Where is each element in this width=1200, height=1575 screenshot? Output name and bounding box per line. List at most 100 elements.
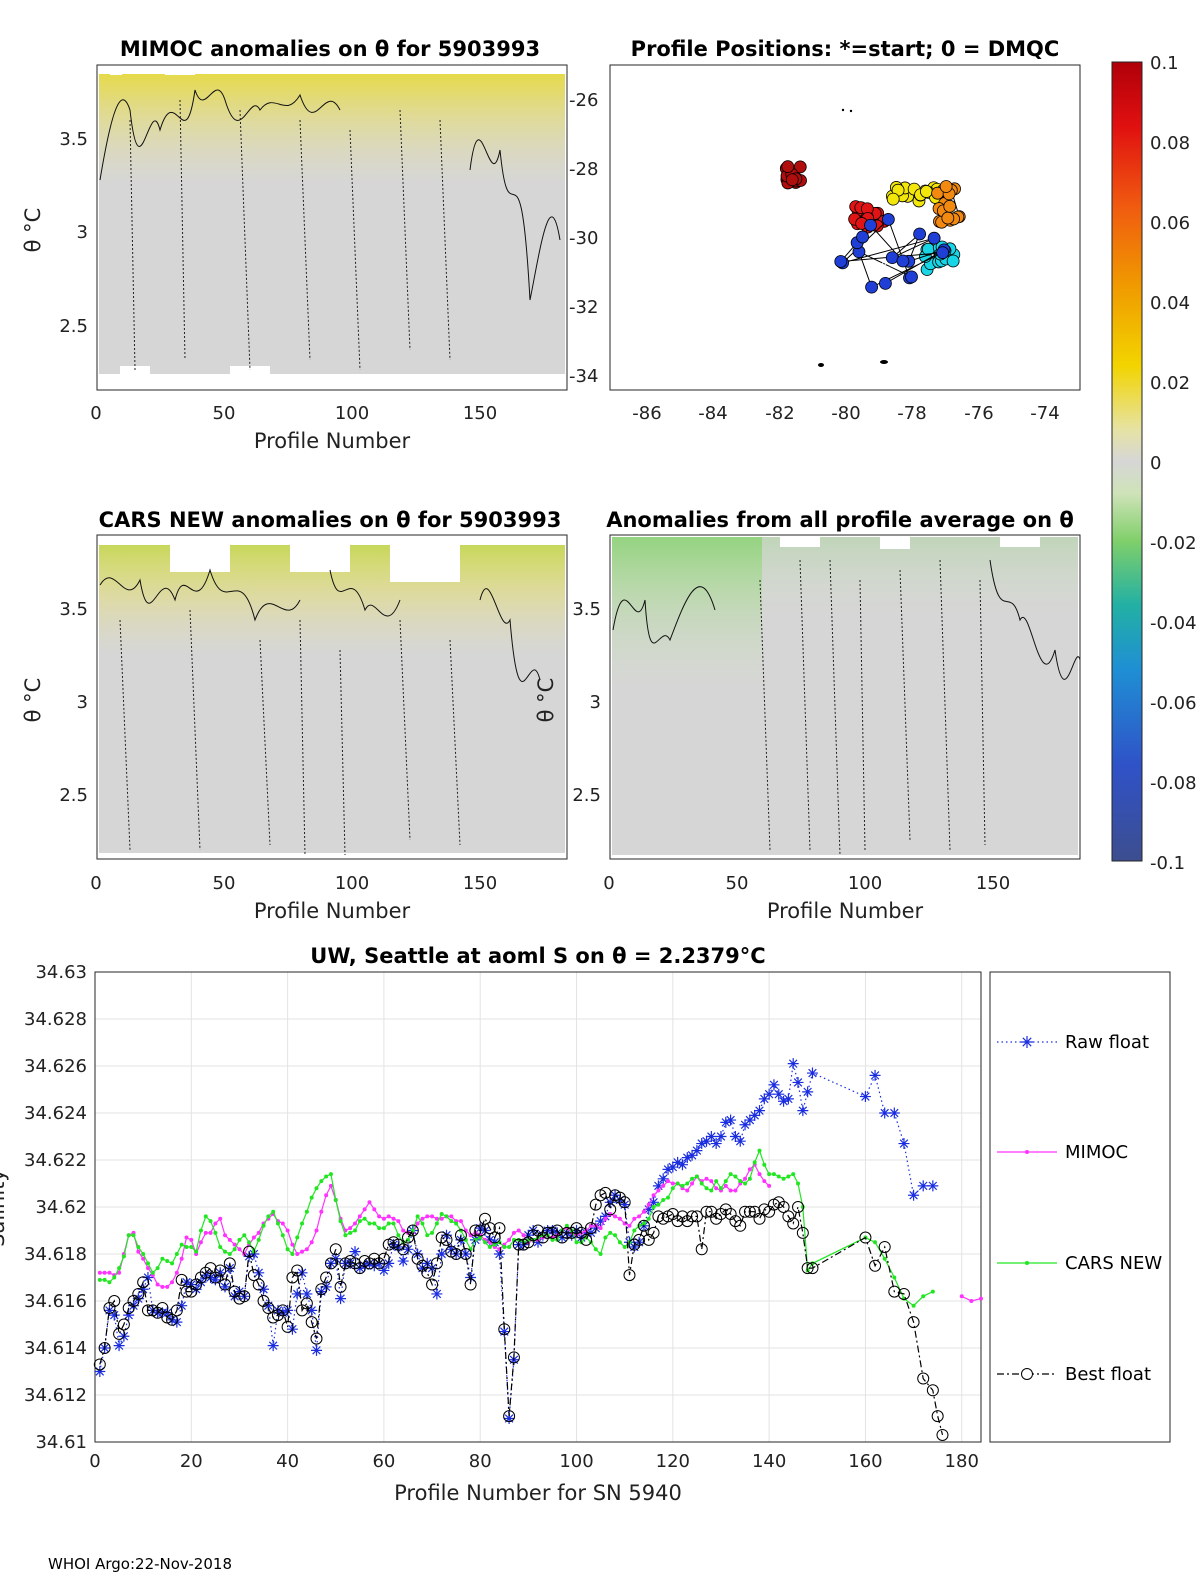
data-point [421,1266,434,1279]
data-point [680,1183,685,1188]
data-point [367,1200,372,1205]
all-xtick: 0 [603,873,614,894]
data-point [386,1214,391,1219]
data-point [406,1224,419,1237]
data-point [170,1261,175,1266]
data-point [319,1179,324,1184]
data-point [734,1219,747,1232]
line-chart-series [93,1058,983,1441]
data-point [165,1259,170,1264]
legend-label: CARS NEW [1065,1253,1162,1274]
data-point [324,1257,337,1270]
data-point [791,1172,796,1177]
data-point [458,1228,463,1233]
mimoc-xtick: 50 [213,403,236,424]
legend-marker [1021,1036,1033,1048]
data-point [536,1231,549,1244]
data-point [333,1197,338,1202]
mimoc-ytick: 2.5 [59,316,88,337]
data-point [511,1230,516,1235]
data-point [107,1270,112,1275]
colorbar-tick: -0.08 [1150,773,1197,794]
data-point [444,1214,449,1219]
data-point [869,1069,881,1081]
data-point [527,1229,540,1242]
mimoc-xtick: 100 [335,403,369,424]
data-point [930,1289,935,1294]
data-point [367,1221,372,1226]
data-point [661,1197,666,1202]
data-point [898,1138,910,1150]
colorbar-tick: -0.02 [1150,533,1197,554]
data-point [392,1238,405,1251]
line-chart-xlabel: Profile Number for SN 5940 [394,1481,682,1505]
cars-xtick: 0 [90,873,101,894]
data-point [667,1161,679,1173]
data-point [266,1214,271,1219]
data-point [656,1202,661,1207]
data-point [907,1316,920,1329]
data-point [720,1116,732,1128]
data-point [214,1264,227,1277]
data-point [97,1270,102,1275]
y-tick-label: 34.618 [24,1244,87,1265]
cars-xtick: 100 [335,873,369,894]
data-point [979,1296,983,1301]
data-point [112,1275,117,1280]
position-marker [905,270,918,284]
all-heatmap [609,534,1081,860]
data-point [386,1221,391,1226]
data-point [465,1272,477,1283]
data-point [728,1188,733,1193]
legend-item: MIMOC [997,1142,1128,1163]
data-point [381,1226,386,1231]
data-point [237,1247,242,1252]
data-point [180,1285,193,1298]
cars-ytick: 2.5 [59,785,88,806]
data-point [430,1214,435,1219]
data-point [556,1231,569,1244]
data-point [455,1234,467,1246]
data-point [691,1145,703,1157]
cars-ylabel: θ °C [21,678,45,723]
data-point [141,1256,146,1261]
data-point [223,1233,228,1238]
position-marker [896,254,910,268]
legend-item: Raw float [997,1032,1149,1053]
data-point [377,1226,382,1231]
data-point [652,1180,664,1192]
data-point [705,1131,717,1142]
data-point [251,1235,256,1240]
data-point [718,1186,723,1191]
data-point [227,1237,232,1242]
cars-xtick: 150 [463,873,497,894]
data-point [436,1248,448,1260]
data-point [189,1237,194,1242]
data-point [598,1226,603,1231]
data-point [102,1277,107,1282]
data-point [681,1152,693,1164]
data-point [223,1249,228,1254]
data-point [219,1278,232,1291]
data-point [710,1138,722,1150]
data-point [507,1351,520,1364]
position-marker [879,276,892,290]
data-point [917,1372,930,1385]
data-point [430,1230,435,1235]
data-point [267,1340,279,1352]
data-point [651,1205,656,1209]
data-point [599,1210,611,1222]
data-point [166,1313,179,1326]
data-point [661,1183,666,1188]
data-point [527,1225,539,1236]
data-point [232,1242,237,1247]
data-point [787,1217,800,1230]
data-point [198,1228,203,1233]
data-point [315,1283,328,1296]
colorbar-tick: -0.04 [1150,613,1197,634]
cars-xlabel: Profile Number [254,899,411,923]
data-point [617,1216,622,1221]
data-point [926,1384,939,1397]
data-point [155,1266,160,1271]
y-tick-label: 34.612 [24,1385,87,1406]
